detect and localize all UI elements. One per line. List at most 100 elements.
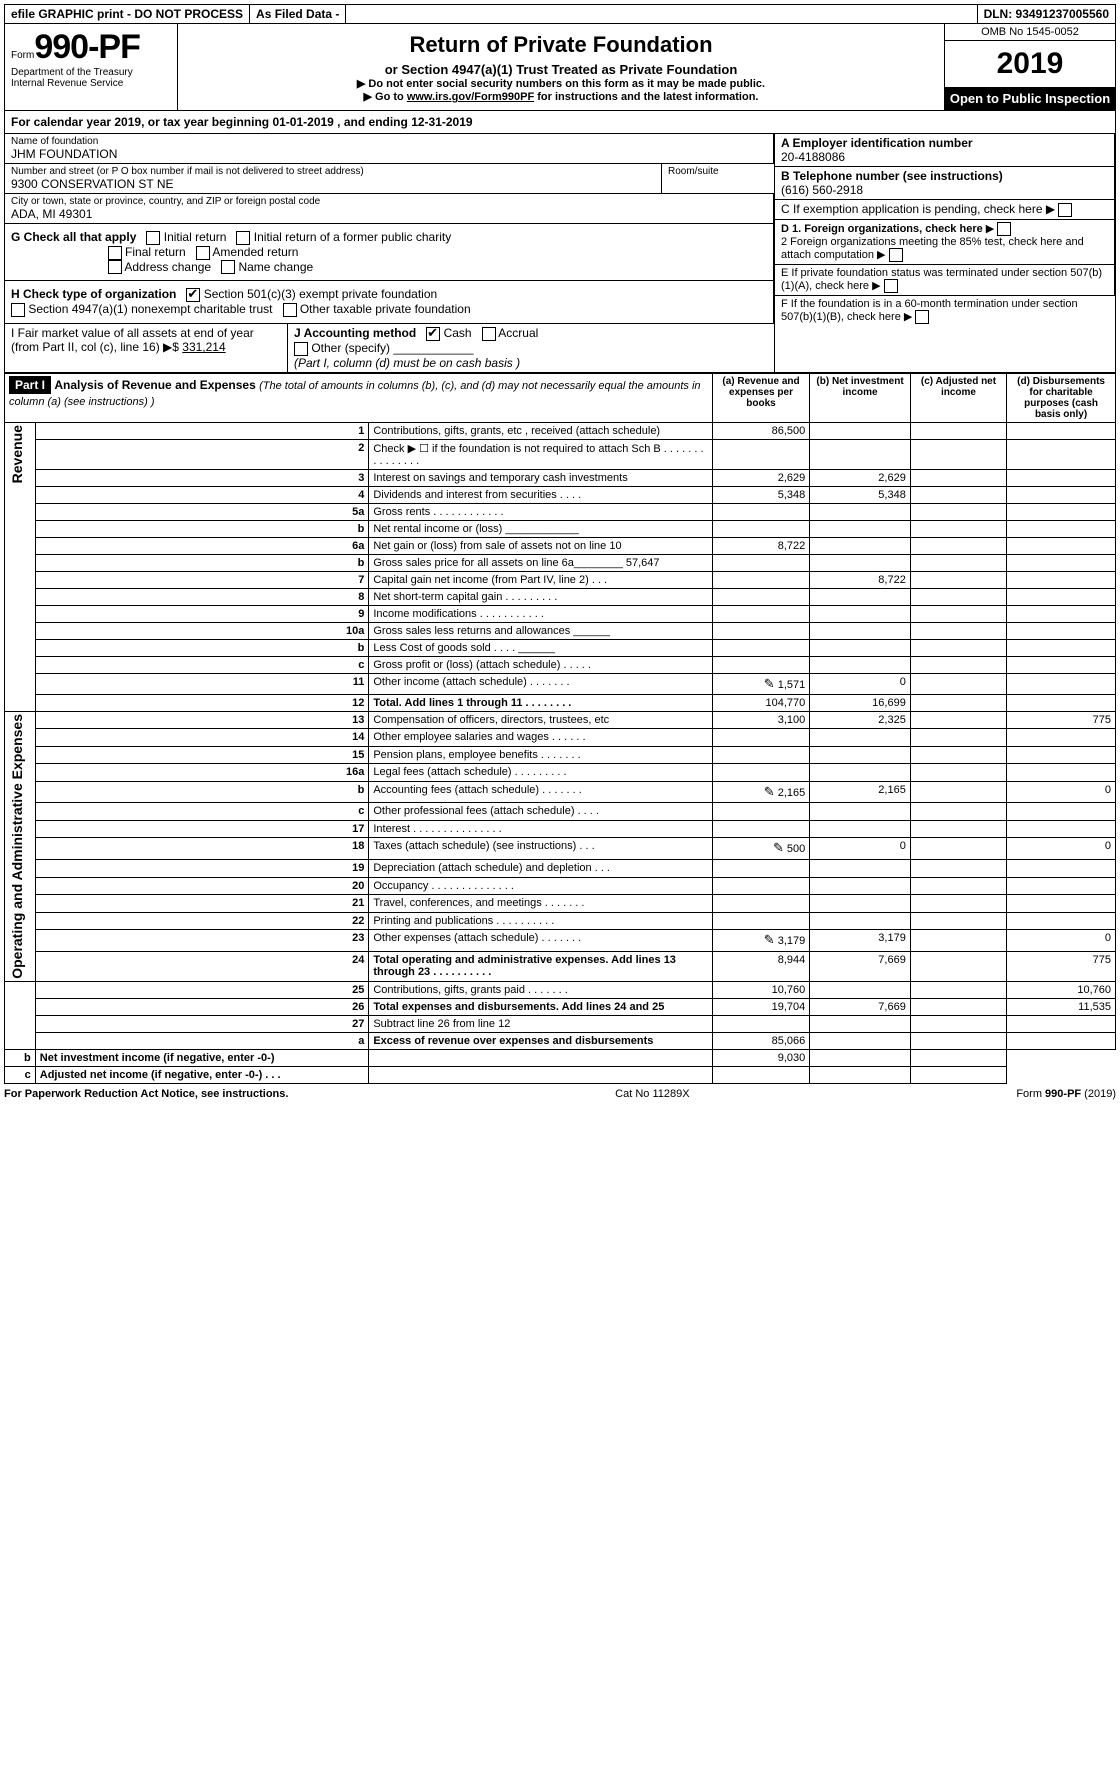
line-number: 18 [35, 838, 369, 860]
line-number: 25 [35, 981, 369, 998]
form-number: 990-PF [34, 28, 140, 66]
amount-cell: 10,760 [1007, 981, 1116, 998]
amount-cell [910, 486, 1006, 503]
table-row: 5aGross rents . . . . . . . . . . . . [5, 503, 1116, 520]
final-return-checkbox[interactable] [108, 246, 122, 260]
ein-value: 20-4188086 [781, 150, 845, 164]
amount-cell: 8,722 [810, 571, 911, 588]
amount-cell: 3,179 [810, 930, 911, 952]
line-description: Net rental income or (loss) ____________ [369, 520, 712, 537]
cash-checkbox[interactable] [426, 327, 440, 341]
amount-cell [712, 656, 810, 673]
amount-cell [1007, 486, 1116, 503]
amount-cell [810, 520, 911, 537]
amount-cell [712, 820, 810, 838]
amount-cell: 7,669 [810, 951, 911, 981]
line-description: Interest on savings and temporary cash i… [369, 469, 712, 486]
status-terminated-checkbox[interactable] [884, 279, 898, 293]
amount-cell [1007, 1032, 1116, 1049]
part1-label: Part I [9, 376, 51, 394]
line-description: Gross profit or (loss) (attach schedule)… [369, 656, 712, 673]
table-row: 20Occupancy . . . . . . . . . . . . . . [5, 877, 1116, 895]
line-description: Pension plans, employee benefits . . . .… [369, 746, 712, 764]
line-number: c [35, 656, 369, 673]
amount-cell [910, 764, 1006, 782]
amount-cell [910, 781, 1006, 803]
line-description: Dividends and interest from securities .… [369, 486, 712, 503]
note-ssn: ▶ Do not enter social security numbers o… [186, 77, 936, 90]
line-description: Total expenses and disbursements. Add li… [369, 998, 712, 1015]
accrual-checkbox[interactable] [482, 327, 496, 341]
name-change-checkbox[interactable] [221, 260, 235, 274]
amount-cell [1007, 656, 1116, 673]
amount-cell [712, 622, 810, 639]
line-number: 22 [35, 912, 369, 930]
exemption-pending-checkbox[interactable] [1058, 203, 1072, 217]
60-month-checkbox[interactable] [915, 310, 929, 324]
table-row: bAccounting fees (attach schedule) . . .… [5, 781, 1116, 803]
table-row: aExcess of revenue over expenses and dis… [5, 1032, 1116, 1049]
amount-cell [369, 1066, 712, 1083]
amount-cell [1007, 422, 1116, 439]
line-number: 16a [35, 764, 369, 782]
line-description: Gross sales less returns and allowances … [369, 622, 712, 639]
amount-cell: 2,629 [712, 469, 810, 486]
room-label: Room/suite [668, 166, 768, 177]
amount-cell [1007, 537, 1116, 554]
amount-cell [910, 422, 1006, 439]
col-c-header: (c) Adjusted net income [910, 373, 1006, 422]
amount-cell [712, 729, 810, 747]
foreign-85-checkbox[interactable] [889, 248, 903, 262]
initial-former-checkbox[interactable] [236, 231, 250, 245]
table-row: bGross sales price for all assets on lin… [5, 554, 1116, 571]
amount-cell: ✎ 3,179 [712, 930, 810, 952]
table-row: bLess Cost of goods sold . . . . ______ [5, 639, 1116, 656]
amount-cell [910, 729, 1006, 747]
amount-cell [910, 981, 1006, 998]
cat-no: Cat No 11289X [615, 1088, 689, 1100]
amount-cell: 2,165 [810, 781, 911, 803]
h-label: H Check type of organization [11, 287, 176, 301]
line-number: 12 [35, 694, 369, 711]
501c3-checkbox[interactable] [186, 288, 200, 302]
amount-cell [810, 1032, 911, 1049]
table-row: 16aLegal fees (attach schedule) . . . . … [5, 764, 1116, 782]
j-note: (Part I, column (d) must be on cash basi… [294, 356, 520, 370]
amount-cell: 0 [1007, 838, 1116, 860]
line-description: Total. Add lines 1 through 11 . . . . . … [369, 694, 712, 711]
amount-cell [1007, 820, 1116, 838]
line-description: Travel, conferences, and meetings . . . … [369, 895, 712, 913]
line-number: 5a [35, 503, 369, 520]
efile-notice: efile GRAPHIC print - DO NOT PROCESS [5, 5, 250, 23]
foreign-org-checkbox[interactable] [997, 222, 1011, 236]
line-number: b [35, 639, 369, 656]
amount-cell [712, 860, 810, 878]
line-number: 4 [35, 486, 369, 503]
line-description: Compensation of officers, directors, tru… [369, 711, 712, 729]
amount-cell: 2,325 [810, 711, 911, 729]
address-change-checkbox[interactable] [108, 260, 122, 274]
amount-cell [910, 469, 1006, 486]
line-number: 21 [35, 895, 369, 913]
city-state-zip: ADA, MI 49301 [11, 207, 767, 221]
line-description: Check ▶ ☐ if the foundation is not requi… [369, 439, 712, 469]
irs-link[interactable]: www.irs.gov/Form990PF [407, 91, 534, 103]
amount-cell [1007, 912, 1116, 930]
dln-label: DLN: 93491237005560 [978, 5, 1115, 23]
amended-return-checkbox[interactable] [196, 246, 210, 260]
amount-cell [910, 930, 1006, 952]
4947-checkbox[interactable] [11, 303, 25, 317]
amount-cell [810, 622, 911, 639]
initial-return-checkbox[interactable] [146, 231, 160, 245]
col-b-header: (b) Net investment income [810, 373, 911, 422]
col-d-header: (d) Disbursements for charitable purpose… [1007, 373, 1116, 422]
other-method-checkbox[interactable] [294, 342, 308, 356]
amount-cell [810, 605, 911, 622]
amount-cell [1007, 729, 1116, 747]
line-number: 11 [35, 673, 369, 694]
amount-cell: 16,699 [810, 694, 911, 711]
table-row: 8Net short-term capital gain . . . . . .… [5, 588, 1116, 605]
other-taxable-checkbox[interactable] [283, 303, 297, 317]
amount-cell [1007, 520, 1116, 537]
form-header: Form990-PF Department of the Treasury In… [4, 24, 1116, 111]
